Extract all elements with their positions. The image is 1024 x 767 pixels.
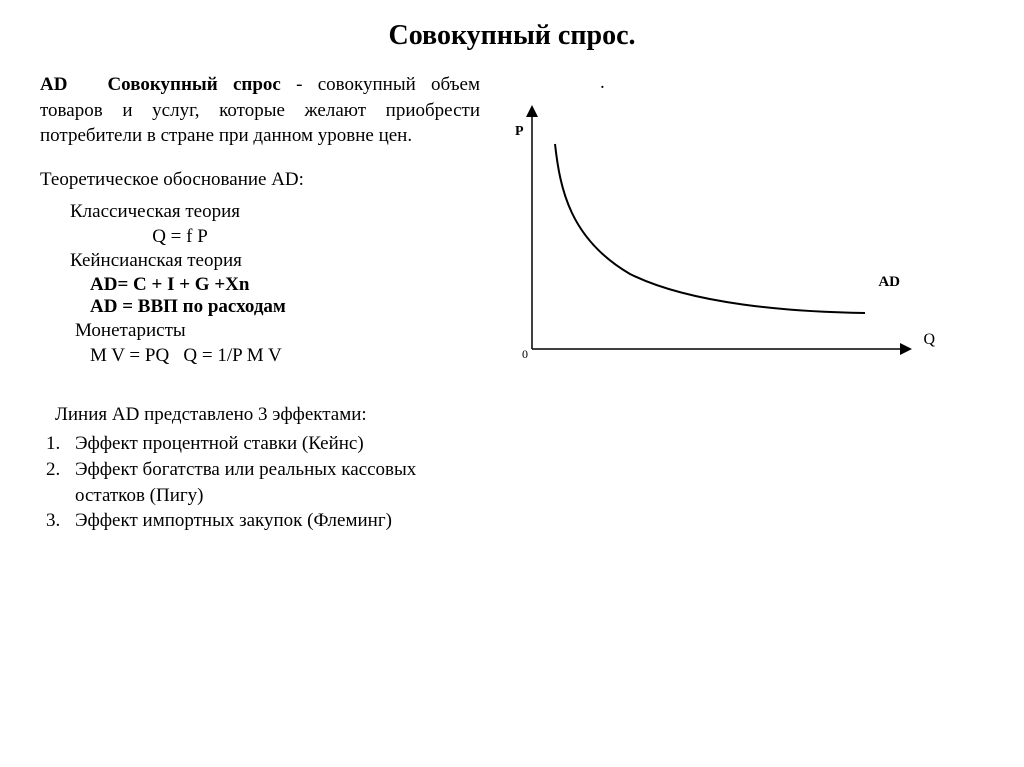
keynesian-formula-2: AD = ВВП по расходам bbox=[90, 296, 480, 318]
effect-item-2: Эффект богатства или реальных кассовых о… bbox=[65, 457, 480, 508]
classical-label: Классическая теория bbox=[70, 201, 240, 222]
effects-section: Линия AD представлено 3 эффектами: Эффек… bbox=[40, 402, 480, 534]
classical-theory: Классическая теория bbox=[70, 199, 480, 226]
page-title: Совокупный спрос. bbox=[40, 20, 984, 52]
content-area: ADСовокупный спрос - совокупный объем то… bbox=[40, 72, 984, 534]
right-column: . P Q 0 AD bbox=[510, 72, 984, 534]
left-column: ADСовокупный спрос - совокупный объем то… bbox=[40, 72, 480, 534]
classical-formula: Q = f P bbox=[40, 226, 320, 248]
definition-term: Совокупный спрос bbox=[107, 74, 280, 95]
monetarist-theory: Монетаристы bbox=[75, 318, 480, 345]
effect-item-3: Эффект импортных закупок (Флеминг) bbox=[65, 508, 480, 534]
monetarist-formula: M V = PQ Q = 1/P M V bbox=[90, 345, 480, 367]
effects-list: Эффект процентной ставки (Кейнс) Эффект … bbox=[65, 431, 480, 534]
theory-header: Теоретическое обоснование AD: bbox=[40, 169, 480, 191]
monetarist-label: Монетаристы bbox=[75, 320, 186, 341]
keynesian-label: Кейнсианская теория bbox=[70, 250, 242, 271]
keynesian-theory: Кейнсианская теория bbox=[70, 248, 480, 275]
ad-abbreviation: AD bbox=[40, 74, 67, 95]
ad-chart: P Q 0 AD bbox=[510, 99, 930, 379]
right-dot: . bbox=[600, 72, 984, 94]
origin-label: 0 bbox=[522, 347, 528, 362]
y-axis-label: P bbox=[515, 124, 524, 140]
effect-item-1: Эффект процентной ставки (Кейнс) bbox=[65, 431, 480, 457]
x-axis-label: Q bbox=[923, 331, 935, 349]
curve-label: AD bbox=[878, 274, 900, 291]
keynesian-formula-1: AD= C + I + G +Xn bbox=[90, 274, 480, 296]
chart-svg bbox=[510, 99, 930, 379]
effects-header: Линия AD представлено 3 эффектами: bbox=[55, 402, 480, 428]
definition-paragraph: ADСовокупный спрос - совокупный объем то… bbox=[40, 72, 480, 149]
